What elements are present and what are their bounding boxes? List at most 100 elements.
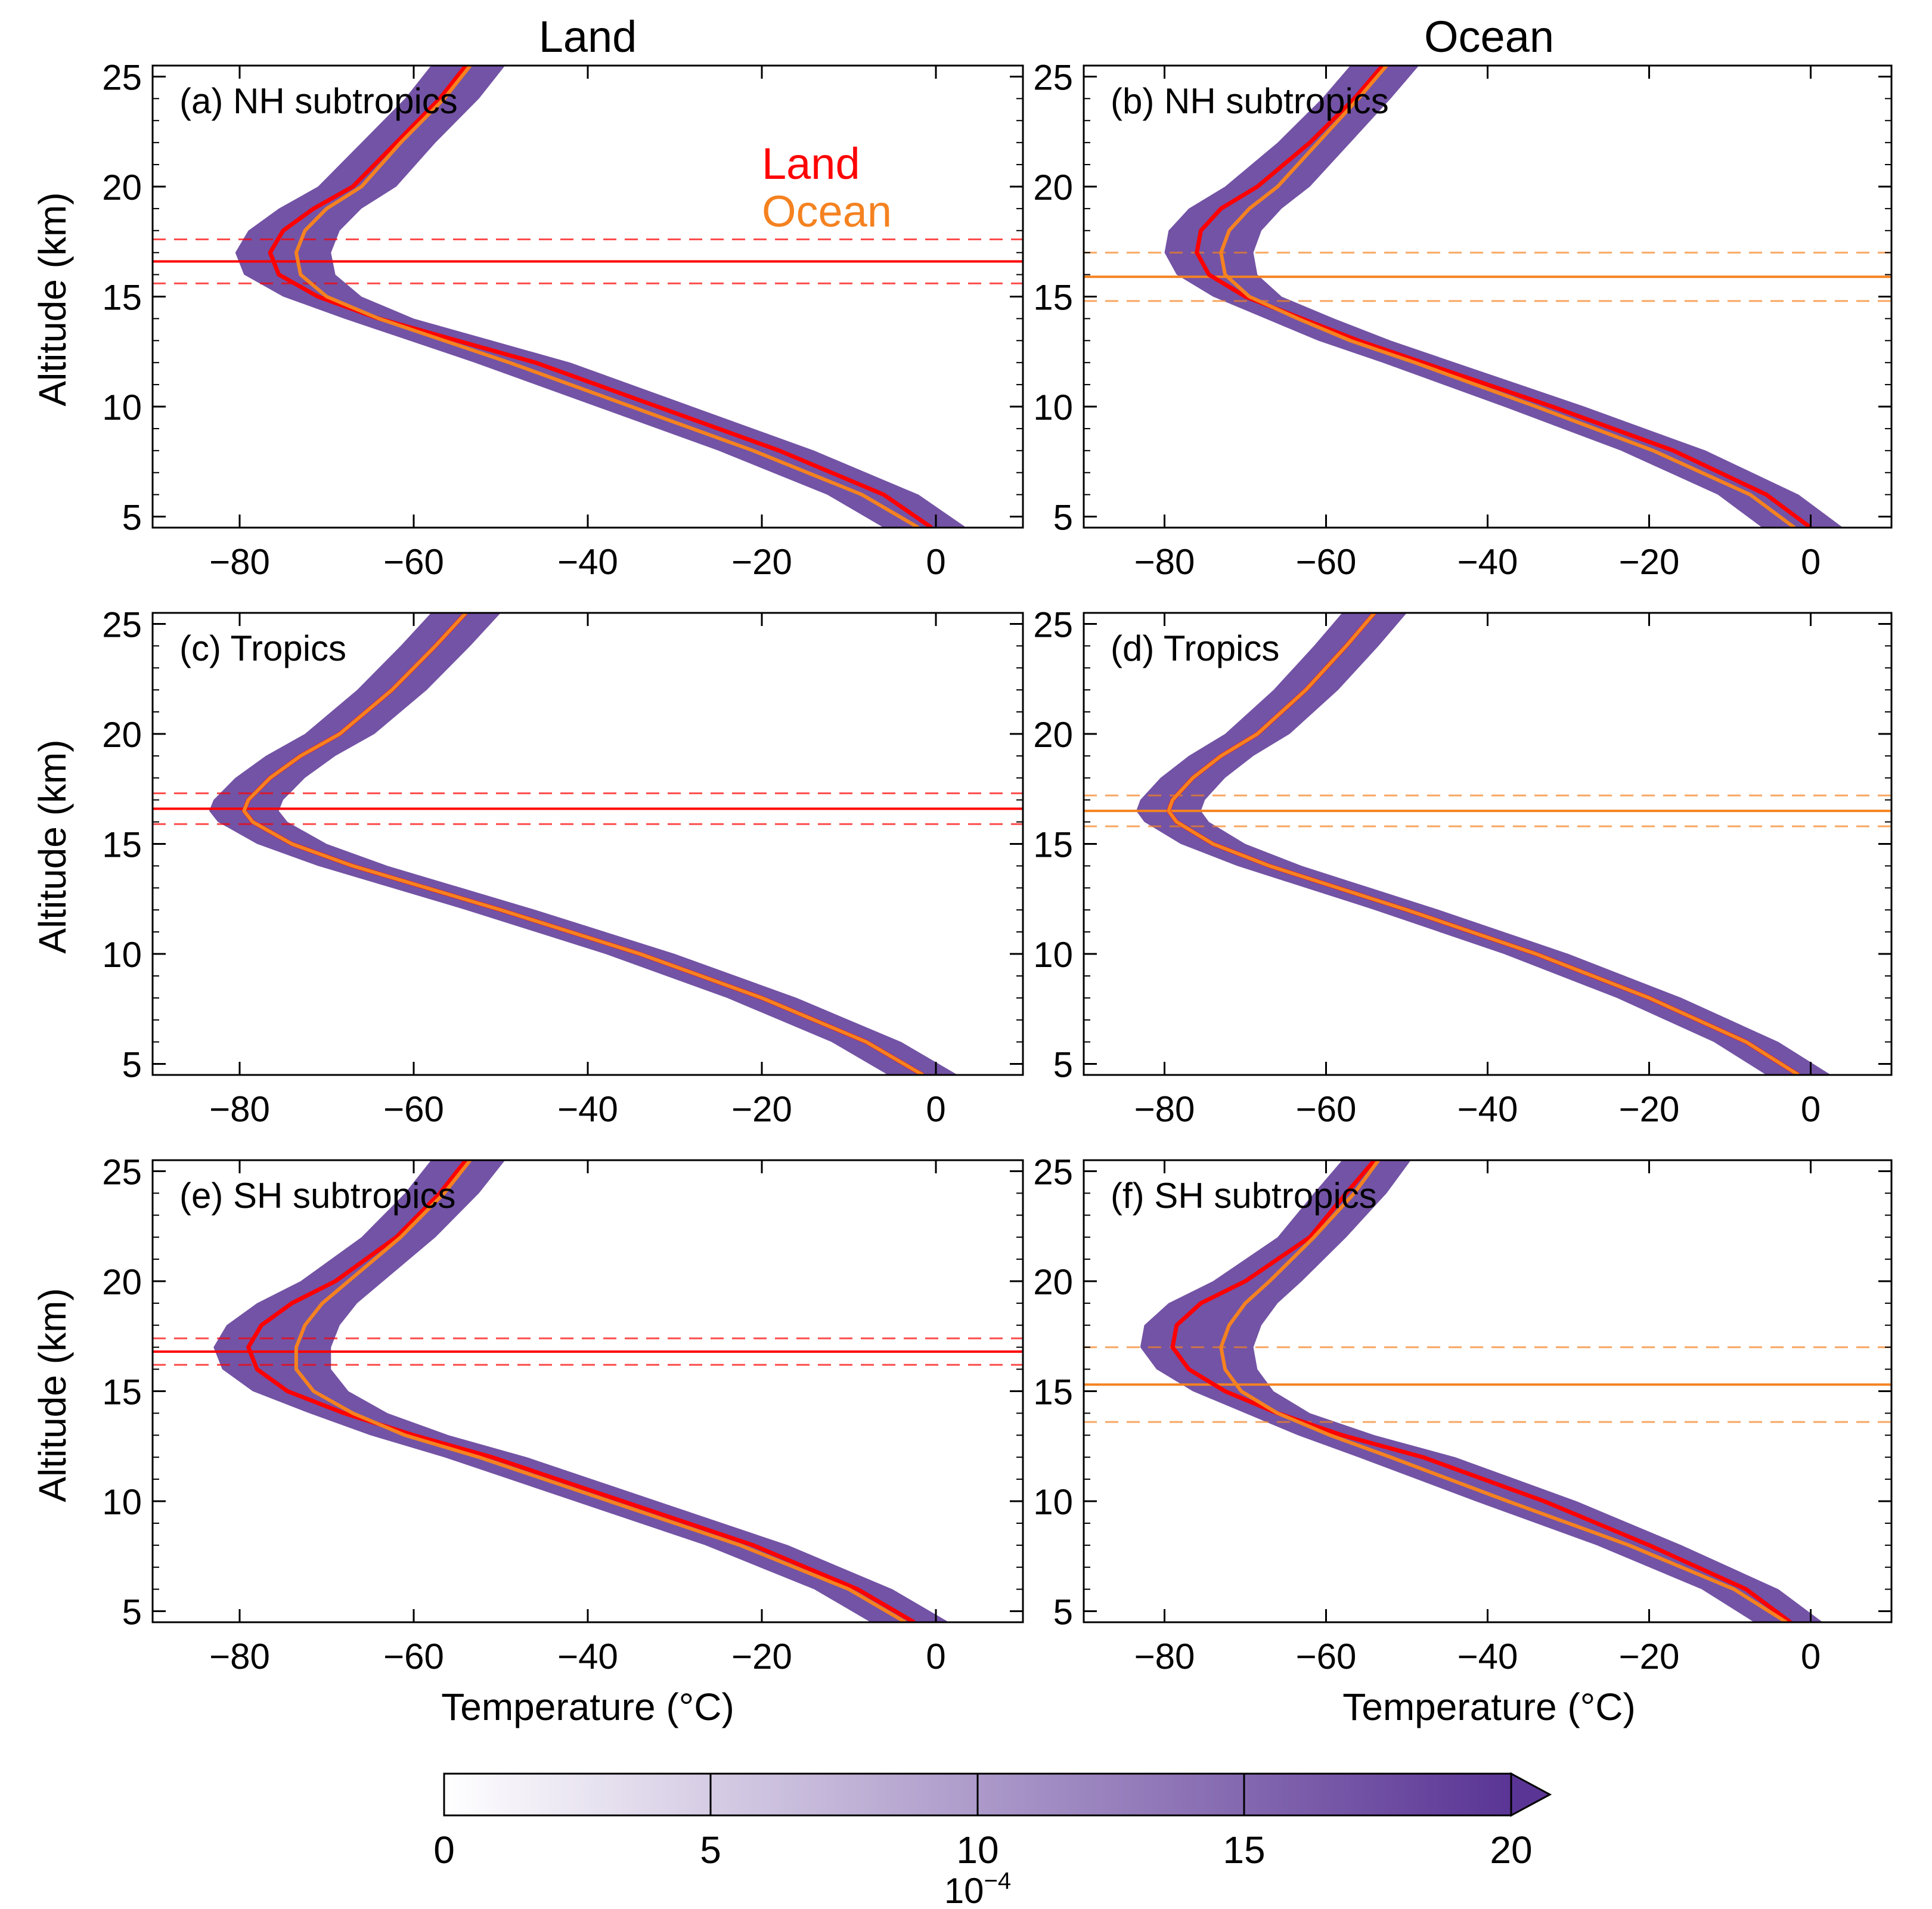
distribution-band-d: [1136, 613, 1831, 1075]
x-tick-label-f: −20: [1619, 1637, 1680, 1676]
colorbar-exponent-sup: −4: [984, 1868, 1012, 1894]
profile-ocean-a: [294, 66, 920, 528]
y-axis-label-top: Altitude (km): [31, 192, 74, 406]
x-tick-label-f: −60: [1296, 1637, 1357, 1676]
y-tick-label-d: 25: [1033, 605, 1073, 644]
y-tick-label-c: 10: [102, 935, 142, 975]
x-tick-label-a: −60: [383, 542, 444, 582]
x-tick-label-c: −80: [209, 1089, 270, 1129]
profile-land-e: [246, 1160, 916, 1622]
panels: −80 −60 −40 −20 0 5 10 15 20 25 (a) NH subtropics −…: [102, 57, 1893, 1676]
y-tick-label-c: 15: [102, 825, 142, 865]
panel-b: −80 −60 −40 −20 0 5 10 15 20 25 (b) NH subtropics: [1033, 57, 1893, 582]
profile-ocean-b: [1219, 66, 1796, 528]
y-tick-label-f: 15: [1033, 1372, 1073, 1412]
y-tick-label-d: 5: [1053, 1045, 1073, 1085]
x-tick-label-c: −40: [557, 1089, 618, 1129]
y-tick-label-e: 20: [102, 1262, 142, 1302]
x-tick-label-a: −80: [209, 542, 270, 582]
panel-d: −80 −60 −40 −20 0 5 10 15 20 25 (d) Tropics: [1033, 605, 1893, 1129]
y-tick-label-a: 20: [102, 168, 142, 207]
x-tick-label-a: −20: [731, 542, 792, 582]
profile-ocean-f: [1219, 1160, 1788, 1622]
y-tick-label-a: 10: [102, 388, 142, 427]
panel-a: −80 −60 −40 −20 0 5 10 15 20 25 (a) NH subtropics: [102, 57, 1024, 582]
x-tick-label-d: −20: [1619, 1089, 1680, 1129]
legend: Land Ocean: [762, 139, 892, 236]
y-tick-label-d: 20: [1033, 715, 1073, 755]
x-tick-label-d: −80: [1134, 1089, 1195, 1129]
plot-area-d: [1084, 613, 1891, 1075]
x-tick-label-d: −40: [1457, 1089, 1518, 1129]
plot-area-f: [1084, 1160, 1891, 1622]
colorbar-tick-5: 5: [700, 1829, 721, 1871]
y-tick-label-a: 5: [122, 498, 142, 538]
x-tick-label-e: −40: [557, 1637, 618, 1676]
x-tick-label-c: −60: [383, 1089, 444, 1129]
profile-land-d: [1166, 613, 1800, 1075]
colorbar-extend-arrow: [1510, 1772, 1552, 1817]
panel-label-c: (c) Tropics: [179, 628, 346, 668]
x-tick-label-e: −60: [383, 1637, 444, 1676]
panel-label-e: (e) SH subtropics: [179, 1176, 455, 1216]
x-tick-label-a: 0: [926, 542, 945, 582]
distribution-band-c: [209, 613, 958, 1075]
y-tick-label-a: 15: [102, 278, 142, 318]
y-tick-label-c: 25: [102, 605, 142, 644]
panel-e: −80 −60 −40 −20 0 5 10 15 20 25 (e) SH subtropics: [102, 1152, 1024, 1676]
y-tick-label-f: 5: [1053, 1592, 1073, 1632]
x-tick-label-b: 0: [1801, 542, 1821, 582]
x-tick-label-b: −80: [1134, 542, 1195, 582]
y-tick-label-e: 15: [102, 1372, 142, 1412]
profile-land-b: [1195, 66, 1812, 528]
x-tick-label-e: −20: [731, 1637, 792, 1676]
plot-area-a: [153, 66, 1023, 528]
profile-land-a: [268, 66, 933, 528]
legend-land: Land: [762, 139, 860, 188]
y-tick-label-e: 5: [122, 1592, 142, 1632]
profile-ocean-e: [294, 1160, 907, 1622]
plot-area-c: [153, 613, 1023, 1075]
y-tick-label-b: 25: [1033, 57, 1073, 97]
profile-land-f: [1170, 1160, 1792, 1622]
x-tick-label-f: −40: [1457, 1637, 1518, 1676]
x-tick-label-f: −80: [1134, 1637, 1195, 1676]
colorbar-exponent-label: 10−4: [944, 1868, 1011, 1909]
x-tick-label-e: 0: [926, 1637, 945, 1676]
x-tick-label-f: 0: [1801, 1637, 1821, 1676]
column-title-land: Land: [539, 12, 637, 61]
distribution-band-e: [213, 1160, 949, 1622]
distribution-band-b: [1164, 66, 1843, 528]
y-tick-label-a: 25: [102, 57, 142, 97]
panel-label-d: (d) Tropics: [1111, 628, 1279, 668]
y-tick-label-c: 5: [122, 1045, 142, 1085]
y-tick-label-b: 10: [1033, 388, 1073, 427]
x-axis-label-right: Temperature (°C): [1342, 1685, 1636, 1728]
panel-label-b: (b) NH subtropics: [1111, 81, 1389, 121]
y-tick-label-d: 15: [1033, 825, 1073, 865]
colorbar: 0 5 10 15 20 10−4: [433, 1772, 1552, 1909]
y-tick-label-d: 10: [1033, 935, 1073, 975]
panel-f: −80 −60 −40 −20 0 5 10 15 20 25 (f) SH subtropics: [1033, 1152, 1893, 1676]
profile-ocean-d: [1167, 613, 1800, 1075]
x-tick-label-d: 0: [1801, 1089, 1821, 1129]
colorbar-tick-20: 20: [1490, 1829, 1532, 1871]
colorbar-exponent-base: 10: [944, 1871, 984, 1909]
plot-area-b: [1084, 66, 1891, 528]
profile-land-c: [241, 613, 924, 1075]
y-tick-label-f: 20: [1033, 1262, 1073, 1302]
y-tick-label-f: 25: [1033, 1152, 1073, 1192]
y-tick-label-e: 10: [102, 1482, 142, 1522]
x-tick-label-b: −20: [1619, 542, 1680, 582]
y-axis-label-middle: Altitude (km): [31, 739, 74, 953]
y-tick-label-b: 5: [1053, 498, 1073, 538]
profile-ocean-c: [242, 613, 924, 1075]
x-tick-label-b: −60: [1296, 542, 1357, 582]
x-tick-label-c: 0: [926, 1089, 945, 1129]
x-tick-label-e: −80: [209, 1637, 270, 1676]
panel-c: −80 −60 −40 −20 0 5 10 15 20 25 (c) Tropics: [102, 605, 1024, 1129]
panel-label-f: (f) SH subtropics: [1111, 1176, 1377, 1216]
column-title-ocean: Ocean: [1424, 12, 1554, 61]
panel-label-a: (a) NH subtropics: [179, 81, 458, 121]
